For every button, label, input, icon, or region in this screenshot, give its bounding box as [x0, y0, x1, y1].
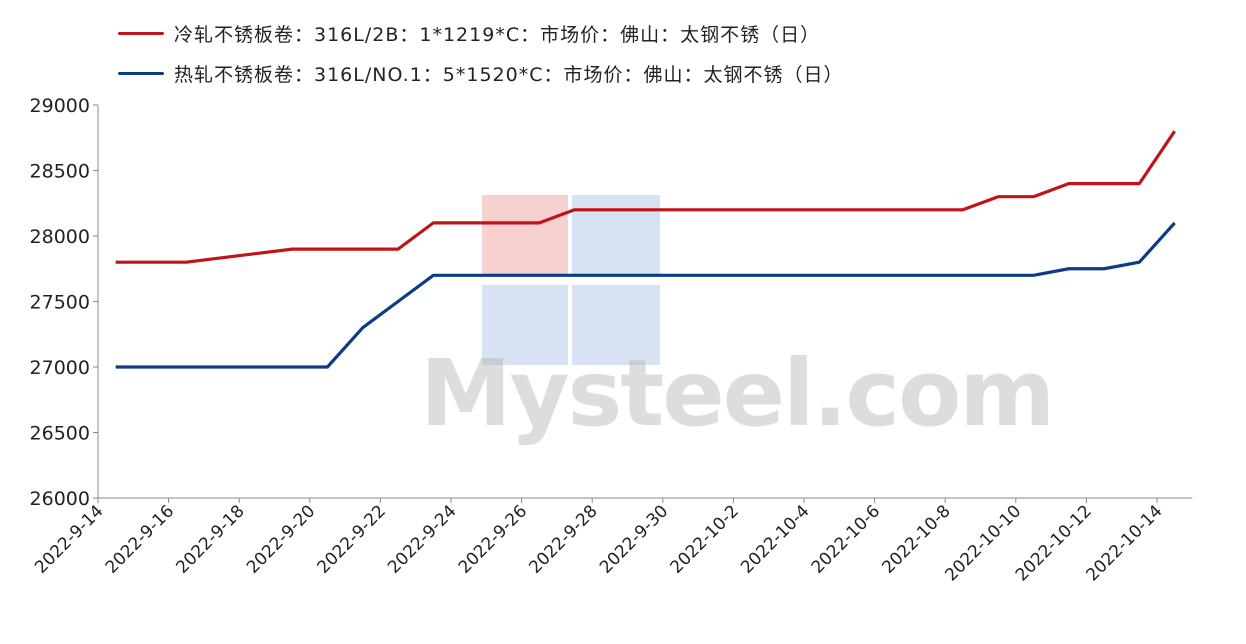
x-tick-label: 2022-9-24: [384, 501, 460, 577]
y-tick-label: 27500: [30, 292, 90, 314]
y-tick-label: 27000: [30, 357, 90, 379]
x-tick-label: 2022-9-26: [455, 501, 531, 577]
y-tick-label: 26000: [30, 488, 90, 510]
x-tick-label: 2022-10-6: [808, 501, 884, 577]
y-tick-label: 29000: [30, 95, 90, 117]
y-tick-label: 28500: [30, 161, 90, 183]
x-tick-label: 2022-10-14: [1083, 501, 1167, 585]
x-tick-label: 2022-9-18: [172, 501, 248, 577]
x-tick-label: 2022-10-2: [667, 501, 743, 577]
legend-item-cold-rolled: 冷轧不锈板卷：316L/2B：1*1219*C：市场价：佛山：太钢不锈（日）: [118, 20, 820, 47]
x-tick-label: 2022-9-14: [31, 501, 107, 577]
legend-item-hot-rolled: 热轧不锈板卷：316L/NO.1：5*1520*C：市场价：佛山：太钢不锈（日）: [118, 60, 844, 87]
x-tick-label: 2022-9-30: [596, 501, 672, 577]
series-line-1: [115, 221, 1176, 369]
y-tick-label: 28000: [30, 226, 90, 248]
legend-swatch-red: [118, 32, 164, 35]
x-tick-label: 2022-10-4: [737, 501, 813, 577]
legend-label: 冷轧不锈板卷：316L/2B：1*1219*C：市场价：佛山：太钢不锈（日）: [174, 24, 821, 46]
series-line-0: [115, 130, 1176, 264]
x-tick-label: 2022-9-20: [243, 501, 319, 577]
legend-label: 热轧不锈板卷：316L/NO.1：5*1520*C：市场价：佛山：太钢不锈（日）: [174, 64, 844, 86]
x-tick-label: 2022-9-22: [314, 501, 390, 577]
legend-swatch-blue: [118, 72, 164, 75]
x-tick-label: 2022-9-16: [102, 501, 178, 577]
x-tick-label: 2022-10-8: [878, 501, 954, 577]
y-tick-label: 26500: [30, 423, 90, 445]
x-tick-label: 2022-9-28: [525, 501, 601, 577]
